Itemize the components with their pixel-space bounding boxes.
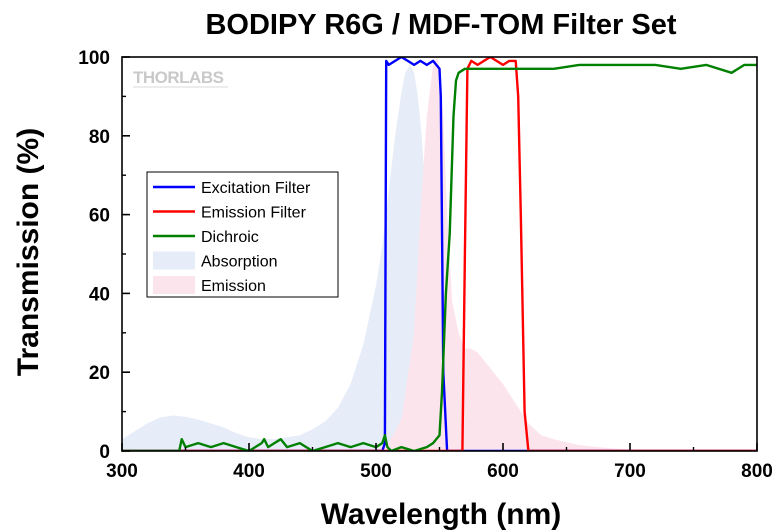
legend-label: Excitation Filter bbox=[201, 180, 311, 197]
y-tick-label: 80 bbox=[89, 127, 110, 148]
legend-label: Emission bbox=[201, 278, 266, 295]
legend-item-emission: Emission bbox=[153, 276, 266, 295]
y-tick-label: 40 bbox=[89, 284, 110, 305]
y-tick-label: 20 bbox=[89, 363, 110, 384]
legend-swatch bbox=[153, 276, 195, 294]
y-tick-label: 0 bbox=[99, 442, 110, 463]
legend-item-dichroic: Dichroic bbox=[153, 229, 259, 246]
legend-label: Emission Filter bbox=[201, 205, 307, 222]
emission-area bbox=[376, 57, 656, 451]
watermark-logo: THORLABS bbox=[133, 68, 224, 87]
legend-label: Absorption bbox=[201, 254, 278, 271]
legend-item-absorption: Absorption bbox=[153, 251, 278, 271]
x-tick-label: 300 bbox=[106, 461, 138, 482]
excitation-filter-line bbox=[122, 57, 757, 451]
legend-item-emission-filter: Emission Filter bbox=[153, 205, 307, 222]
plot-area: THORLABS 300 400 500 600 700 800 0 20 40 60 80 100 bbox=[78, 48, 773, 482]
legend-swatch bbox=[153, 251, 195, 270]
emission-filter-line bbox=[122, 57, 757, 451]
legend-item-excitation-filter: Excitation Filter bbox=[153, 180, 311, 197]
y-tick-label: 100 bbox=[78, 48, 110, 69]
y-tick-label: 60 bbox=[89, 206, 110, 227]
x-tick-label: 500 bbox=[360, 461, 392, 482]
legend: Excitation Filter Emission Filter Dichroic… bbox=[146, 171, 339, 298]
x-tick-label: 700 bbox=[614, 461, 646, 482]
x-tick-label: 600 bbox=[487, 461, 519, 482]
dichroic-line bbox=[122, 63, 757, 451]
x-tick-label: 800 bbox=[741, 461, 773, 482]
absorption-area bbox=[122, 64, 503, 451]
legend-label: Dichroic bbox=[201, 229, 259, 246]
x-tick-label: 400 bbox=[233, 461, 265, 482]
y-axis-label: Transmission (%) bbox=[12, 128, 45, 376]
chart-title: BODIPY R6G / MDF-TOM Filter Set bbox=[205, 9, 676, 41]
x-axis-label: Wavelength (nm) bbox=[321, 498, 562, 531]
